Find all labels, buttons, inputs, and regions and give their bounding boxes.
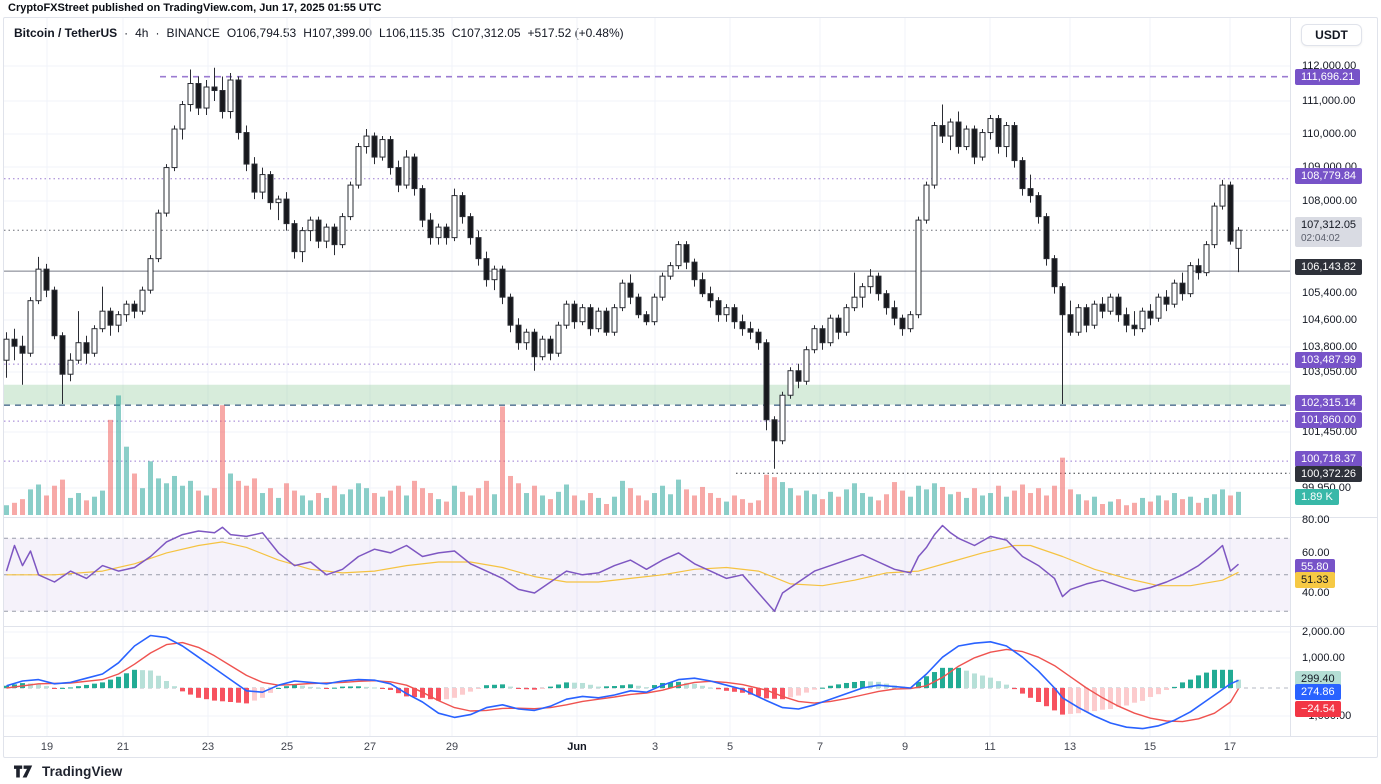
axis-label: 111,000.00 (1302, 95, 1356, 107)
macd-pane-layer (4, 634, 1290, 730)
last-price-badge: 107,312.05 02:04:02 (1295, 217, 1363, 247)
time-tick-label: 27 (363, 741, 377, 753)
rsi-pane-layer (4, 524, 1290, 613)
time-tick-label: 3 (651, 741, 659, 753)
attribution-text: CryptoFXStreet published on TradingView.… (8, 2, 382, 14)
level-price-badge: 100,718.37 (1295, 451, 1363, 467)
time-tick-label: 15 (1143, 741, 1157, 753)
tradingview-logo[interactable] (14, 764, 36, 779)
footer-brand[interactable]: TradingView (42, 763, 123, 779)
level-price-badge: 108,779.84 (1295, 168, 1363, 184)
axis-label: 1,000.00 (1302, 652, 1345, 664)
price-levels-layer (4, 75, 1290, 474)
axis-label: 108,000.00 (1302, 195, 1358, 207)
time-tick-label: 17 (1223, 741, 1237, 753)
demand-zone (4, 384, 1290, 405)
axis-label: 60.00 (1302, 547, 1330, 559)
price-axis[interactable]: 112,000.00 111,000.00 110,000.00 109,000.00… (1291, 17, 1378, 736)
axis-label: 2,000.00 (1302, 626, 1345, 638)
pane-separators (4, 18, 1377, 737)
level-price-badge: 101,860.00 (1295, 412, 1363, 428)
axis-label: 103,800.00 (1302, 341, 1358, 353)
axis-label: 105,400.00 (1302, 287, 1358, 299)
axis-label: 110,000.00 (1302, 128, 1357, 140)
level-price-badge: 100,372.26 (1295, 466, 1363, 482)
level-price-badge: 111,696.21 (1295, 69, 1361, 85)
bar-countdown: 02:04:02 (1301, 233, 1340, 244)
ohlc-low: L106,115.35 (378, 26, 445, 40)
ohlc-high: H107,399.00 (303, 26, 372, 40)
level-price-badge: 55.80 (1295, 559, 1335, 575)
level-price-badge: 106,143.82 (1295, 259, 1363, 275)
axis-label: 104,600.00 (1302, 314, 1358, 326)
time-axis[interactable]: 19 21 23 25 27 29 Jun 3 5 7 9 11 13 15 17 (4, 737, 1290, 758)
time-tick-label: 7 (816, 741, 824, 753)
time-tick-label: 25 (280, 741, 294, 753)
time-tick-label: Jun (567, 741, 587, 753)
exchange-label: BINANCE (166, 26, 220, 40)
separator-dot: · (124, 26, 129, 40)
level-price-badge: −24.54 (1295, 701, 1341, 717)
level-price-badge: 51.33 (1295, 572, 1335, 588)
axis-label: 103,050.00 (1302, 366, 1358, 378)
level-price-badge: 274.86 (1295, 684, 1341, 700)
currency-toggle-button[interactable]: USDT (1301, 24, 1362, 46)
candles-layer (3, 67, 1242, 469)
symbol-title-bar: Bitcoin / TetherUS · 4h · BINANCE O106,7… (14, 24, 624, 42)
time-tick-label: 29 (445, 741, 459, 753)
time-tick-label: 23 (201, 741, 215, 753)
level-price-badge: 103,487.99 (1295, 352, 1363, 368)
level-price-badge: 299.40 (1295, 671, 1341, 687)
symbol-name[interactable]: Bitcoin / TetherUS (14, 26, 118, 40)
ohlc-open: O106,794.53 (226, 26, 297, 40)
footer-bar: TradingView (14, 761, 122, 781)
time-tick-label: 13 (1063, 741, 1077, 753)
volume-bars-layer (4, 395, 1241, 515)
time-tick-label: 9 (901, 741, 909, 753)
level-price-badge: 102,315.14 (1295, 395, 1363, 411)
change-value: +517.52 (+0.48%) (527, 26, 624, 40)
gridlines-layer (4, 18, 1290, 736)
axis-label: 40.00 (1302, 587, 1330, 599)
interval-label[interactable]: 4h (135, 26, 149, 40)
time-tick-label: 5 (726, 741, 734, 753)
time-tick-label: 19 (40, 741, 54, 753)
time-tick-label: 11 (984, 741, 996, 753)
time-tick-label: 21 (116, 741, 130, 753)
level-price-badge: 1.89 K (1295, 489, 1339, 505)
axis-label: 101,450.00 (1302, 426, 1358, 438)
separator-dot: · (155, 26, 160, 40)
axis-label: 80.00 (1302, 514, 1330, 526)
ohlc-close: C107,312.05 (451, 26, 521, 40)
